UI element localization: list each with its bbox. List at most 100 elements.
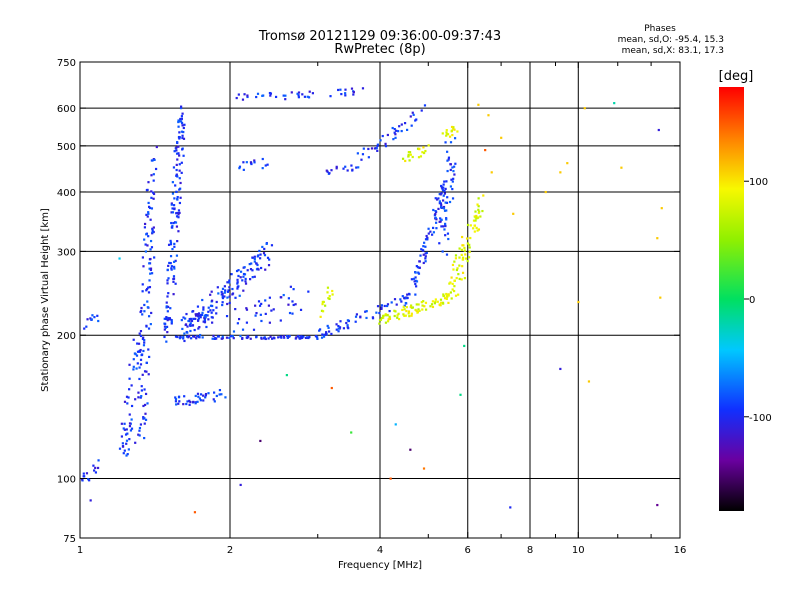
data-point: [298, 337, 301, 340]
data-point: [138, 434, 141, 437]
data-point: [455, 276, 458, 280]
data-point: [443, 297, 447, 300]
y-tick-label: 100: [57, 475, 76, 486]
data-point: [151, 231, 154, 234]
data-point: [236, 282, 239, 285]
data-point: [445, 129, 448, 132]
data-point: [150, 190, 153, 193]
data-point: [152, 173, 155, 176]
data-point: [180, 120, 183, 123]
data-point: [261, 167, 264, 170]
data-point: [89, 499, 92, 502]
data-point: [263, 336, 266, 339]
data-point: [409, 448, 412, 451]
data-point: [253, 161, 256, 164]
data-point: [439, 206, 443, 209]
data-point: [389, 477, 392, 480]
data-point: [83, 327, 86, 330]
data-point: [355, 166, 358, 169]
data-point: [414, 119, 417, 122]
data-point: [403, 304, 406, 307]
y-tick-label: 400: [57, 188, 76, 199]
data-point: [207, 306, 210, 309]
data-point: [215, 300, 218, 304]
data-point: [174, 400, 178, 403]
data-point: [454, 254, 458, 257]
data-point: [210, 290, 213, 293]
data-point: [141, 373, 144, 376]
data-point: [86, 318, 89, 321]
data-point: [260, 337, 263, 340]
data-point: [272, 336, 275, 339]
data-point: [433, 214, 436, 217]
data-point: [145, 233, 148, 236]
data-point: [125, 439, 129, 442]
data-point: [379, 139, 382, 142]
data-point: [145, 370, 148, 373]
data-point: [183, 123, 186, 126]
data-point: [422, 146, 425, 149]
data-point: [130, 384, 133, 387]
data-point: [189, 329, 192, 333]
data-point: [559, 171, 562, 174]
data-point: [244, 282, 248, 285]
data-point: [500, 136, 503, 139]
data-point: [195, 337, 198, 340]
data-point: [256, 92, 260, 95]
data-point: [264, 299, 267, 302]
data-point: [174, 282, 177, 285]
data-point: [129, 429, 133, 432]
data-point: [346, 326, 349, 329]
data-point: [356, 152, 359, 155]
data-point: [138, 350, 141, 353]
data-point: [371, 317, 375, 320]
data-point: [257, 300, 261, 303]
data-point: [128, 437, 131, 441]
data-point: [440, 225, 443, 228]
x-tick-label: 4: [377, 545, 383, 556]
data-point: [509, 506, 512, 509]
data-point: [384, 145, 388, 148]
data-point: [362, 147, 365, 150]
data-point: [176, 158, 179, 161]
data-point: [224, 396, 227, 399]
data-point: [167, 305, 170, 308]
chart-title: Tromsø 20121129 09:36:00-09:37:43: [258, 29, 501, 44]
data-point: [304, 336, 308, 340]
data-point: [346, 324, 349, 327]
data-point: [125, 395, 129, 398]
data-point: [440, 186, 443, 189]
data-point: [318, 328, 322, 331]
data-point: [164, 326, 167, 329]
data-point: [192, 335, 195, 338]
data-point: [440, 301, 443, 304]
data-point: [431, 226, 435, 230]
data-point: [147, 291, 151, 294]
data-point: [167, 243, 171, 246]
data-point: [199, 393, 203, 396]
data-point: [147, 235, 150, 238]
data-point: [261, 157, 264, 161]
data-point: [410, 306, 413, 309]
data-point: [182, 335, 185, 338]
data-point: [383, 304, 386, 308]
data-point: [269, 94, 272, 97]
data-point: [328, 172, 331, 175]
data-point: [287, 303, 290, 306]
data-point: [121, 442, 124, 445]
data-point: [442, 207, 446, 210]
data-point: [251, 269, 254, 272]
data-point: [469, 236, 472, 240]
data-point: [150, 207, 154, 210]
data-point: [446, 196, 449, 199]
data-point: [176, 335, 179, 339]
data-point: [436, 198, 439, 201]
data-point: [209, 304, 213, 307]
data-point: [344, 94, 347, 97]
data-point: [420, 248, 423, 251]
data-point: [177, 213, 180, 216]
data-point: [172, 221, 175, 225]
data-point: [484, 148, 487, 152]
data-point: [289, 285, 292, 288]
